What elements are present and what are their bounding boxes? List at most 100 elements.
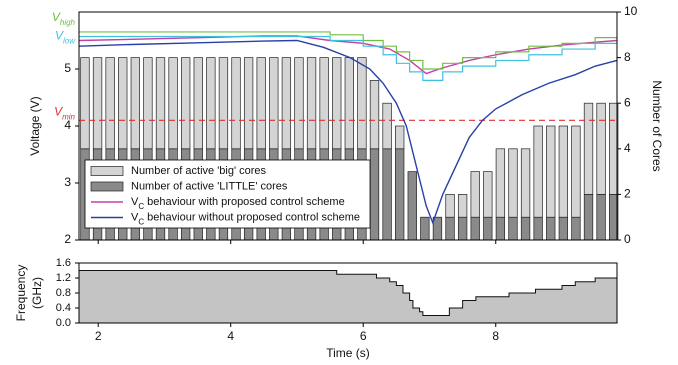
bar: [596, 102, 606, 195]
x-tick-label: 8: [492, 329, 499, 343]
bar: [520, 148, 531, 218]
bar: [294, 57, 304, 150]
bar: [193, 57, 203, 150]
bar: [445, 216, 455, 241]
bar: [520, 216, 531, 241]
y-tick-label: 0.8: [56, 287, 71, 299]
bar: [269, 57, 279, 150]
bar: [571, 125, 581, 218]
bar: [344, 57, 354, 150]
bar: [483, 216, 493, 241]
bar: [495, 216, 506, 241]
bar: [382, 102, 392, 150]
bar: [80, 57, 90, 150]
bar: [281, 57, 292, 150]
bar: [571, 216, 581, 241]
bar: [395, 125, 405, 150]
bar: [168, 57, 178, 150]
y2-tick-label: 0: [624, 232, 631, 246]
bar: [470, 171, 480, 218]
bar: [508, 148, 518, 218]
annotation-sub: min: [62, 112, 75, 121]
y-axis-title: (GHz): [30, 277, 44, 309]
bar: [420, 216, 430, 241]
bar: [457, 194, 468, 218]
bar: [596, 194, 606, 241]
threshold-step: [79, 31, 617, 70]
legend: [84, 159, 371, 229]
bar: [470, 216, 480, 241]
bar: [332, 57, 342, 150]
bar: [558, 216, 568, 241]
bar: [445, 194, 455, 218]
bar: [483, 171, 493, 218]
bar: [533, 216, 543, 241]
annotation-main: V: [55, 29, 64, 43]
y-tick-label: 1.2: [56, 272, 71, 284]
y-tick-label: 1.6: [56, 257, 71, 269]
bar: [206, 57, 216, 150]
plot-frame: [78, 262, 618, 324]
annotation: Vmin: [54, 104, 75, 120]
bar: [457, 216, 468, 241]
bar: [105, 57, 115, 150]
bar: [118, 57, 128, 150]
bar: [130, 57, 140, 150]
bar: [243, 57, 254, 150]
bar: [369, 148, 380, 241]
bar: [155, 57, 166, 150]
x-axis-title: Time (s): [326, 346, 370, 360]
bar: [256, 57, 266, 150]
y2-tick-label: 6: [624, 95, 631, 109]
bar: [533, 125, 543, 218]
annotation-main: V: [54, 104, 63, 118]
y-tick-label: 0.0: [56, 317, 71, 329]
bar: [395, 148, 405, 241]
x-tick-label: 4: [227, 329, 234, 343]
bar: [609, 102, 619, 195]
legend-label: Number of active 'LITTLE' cores: [131, 180, 288, 192]
y-tick-label: 0.4: [56, 302, 71, 314]
bar: [583, 102, 594, 195]
bar: [546, 216, 556, 241]
legend-swatch: [90, 166, 124, 176]
bar: [508, 216, 518, 241]
y-axis-title: Frequency: [14, 265, 28, 322]
y2-tick-label: 10: [624, 4, 638, 18]
threshold-step: [79, 35, 617, 81]
bar: [432, 216, 443, 241]
bar: [181, 57, 191, 150]
bar: [143, 57, 153, 150]
bar: [495, 148, 506, 218]
legend-swatch: [90, 181, 124, 192]
bar: [357, 57, 367, 150]
legend-label: VC behaviour without proposed control sc…: [131, 211, 360, 226]
bar: [558, 125, 568, 218]
legend-label: Number of active 'big' cores: [131, 165, 267, 177]
y-tick-label: 3: [64, 175, 71, 189]
y-tick-label: 4: [64, 118, 71, 132]
x-tick-label: 6: [360, 329, 367, 343]
voltage-line: [78, 39, 618, 225]
y-axis-title: Voltage (V): [28, 96, 42, 155]
bar: [407, 171, 417, 241]
y-tick-label: 2: [64, 232, 71, 246]
legend-label: VC behaviour with proposed control schem…: [131, 196, 345, 211]
x-tick-label: 2: [95, 329, 102, 343]
y2-tick-label: 4: [624, 141, 631, 155]
bar: [583, 194, 594, 241]
frequency-area: [78, 270, 618, 324]
annotation-main: V: [52, 10, 61, 24]
bar: [382, 148, 392, 241]
bar: [546, 125, 556, 218]
bar: [306, 57, 317, 150]
bar: [92, 57, 103, 150]
annotation: Vhigh: [52, 10, 76, 26]
y2-axis-title: Number of Cores: [650, 80, 664, 171]
bar: [369, 80, 380, 150]
annotation: Vlow: [55, 29, 76, 45]
y2-tick-label: 8: [624, 50, 631, 64]
bar: [319, 57, 329, 150]
bar: [218, 57, 229, 150]
